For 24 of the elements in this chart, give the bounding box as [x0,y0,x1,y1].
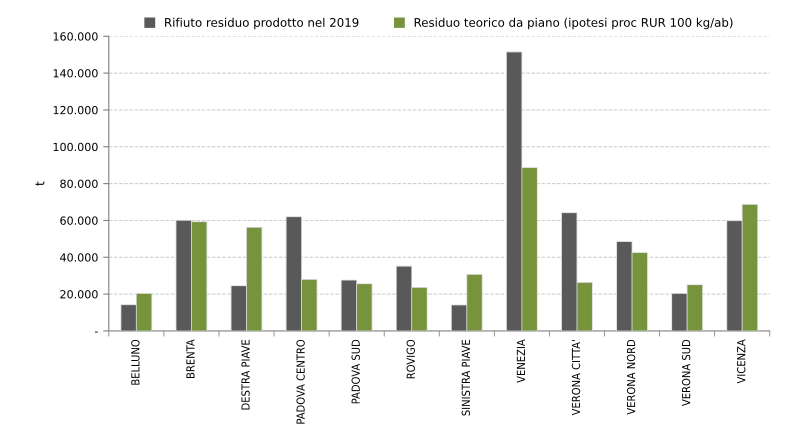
legend-label: Rifiuto residuo prodotto nel 2019 [165,18,358,30]
x-tick-label: BRENTA [186,339,194,378]
x-tick-label: SINISTRA PIAVE [462,340,470,416]
x-tick-label: PADOVA SUD [351,340,360,404]
x-tick-label: BELLUNO [131,340,140,385]
y-tick-label: 160.000 [54,32,98,41]
y-tick-label: 100.000 [54,142,98,152]
x-tick-label: VERONA CITTA' [572,340,580,416]
x-tick-label: VERONA NORD [626,340,636,415]
y-tick-label: 60.000 [60,216,98,225]
x-tick-label: PADOVA CENTRO [296,340,305,424]
y-axis-title: t [36,181,44,186]
y-tick-label: 120.000 [54,106,98,114]
x-tick-label: DESTRA PIAVE [241,340,250,410]
y-tick-label: - [94,332,98,333]
y-tick-label: 80.000 [60,180,98,188]
y-tick-label: 20.000 [60,290,98,298]
legend-label: Residuo teorico da piano (ipotesi proc RUR 100 kg/ab) [414,18,732,30]
y-tick-label: 140.000 [54,69,98,78]
y-tick-label: 40.000 [60,253,98,262]
x-tick-label: VENEZIA [516,339,525,383]
x-tick-label: VERONA SUD [682,340,690,406]
x-tick-label: VICENZA [737,339,746,384]
x-tick-label: ROVIGO [406,340,415,378]
